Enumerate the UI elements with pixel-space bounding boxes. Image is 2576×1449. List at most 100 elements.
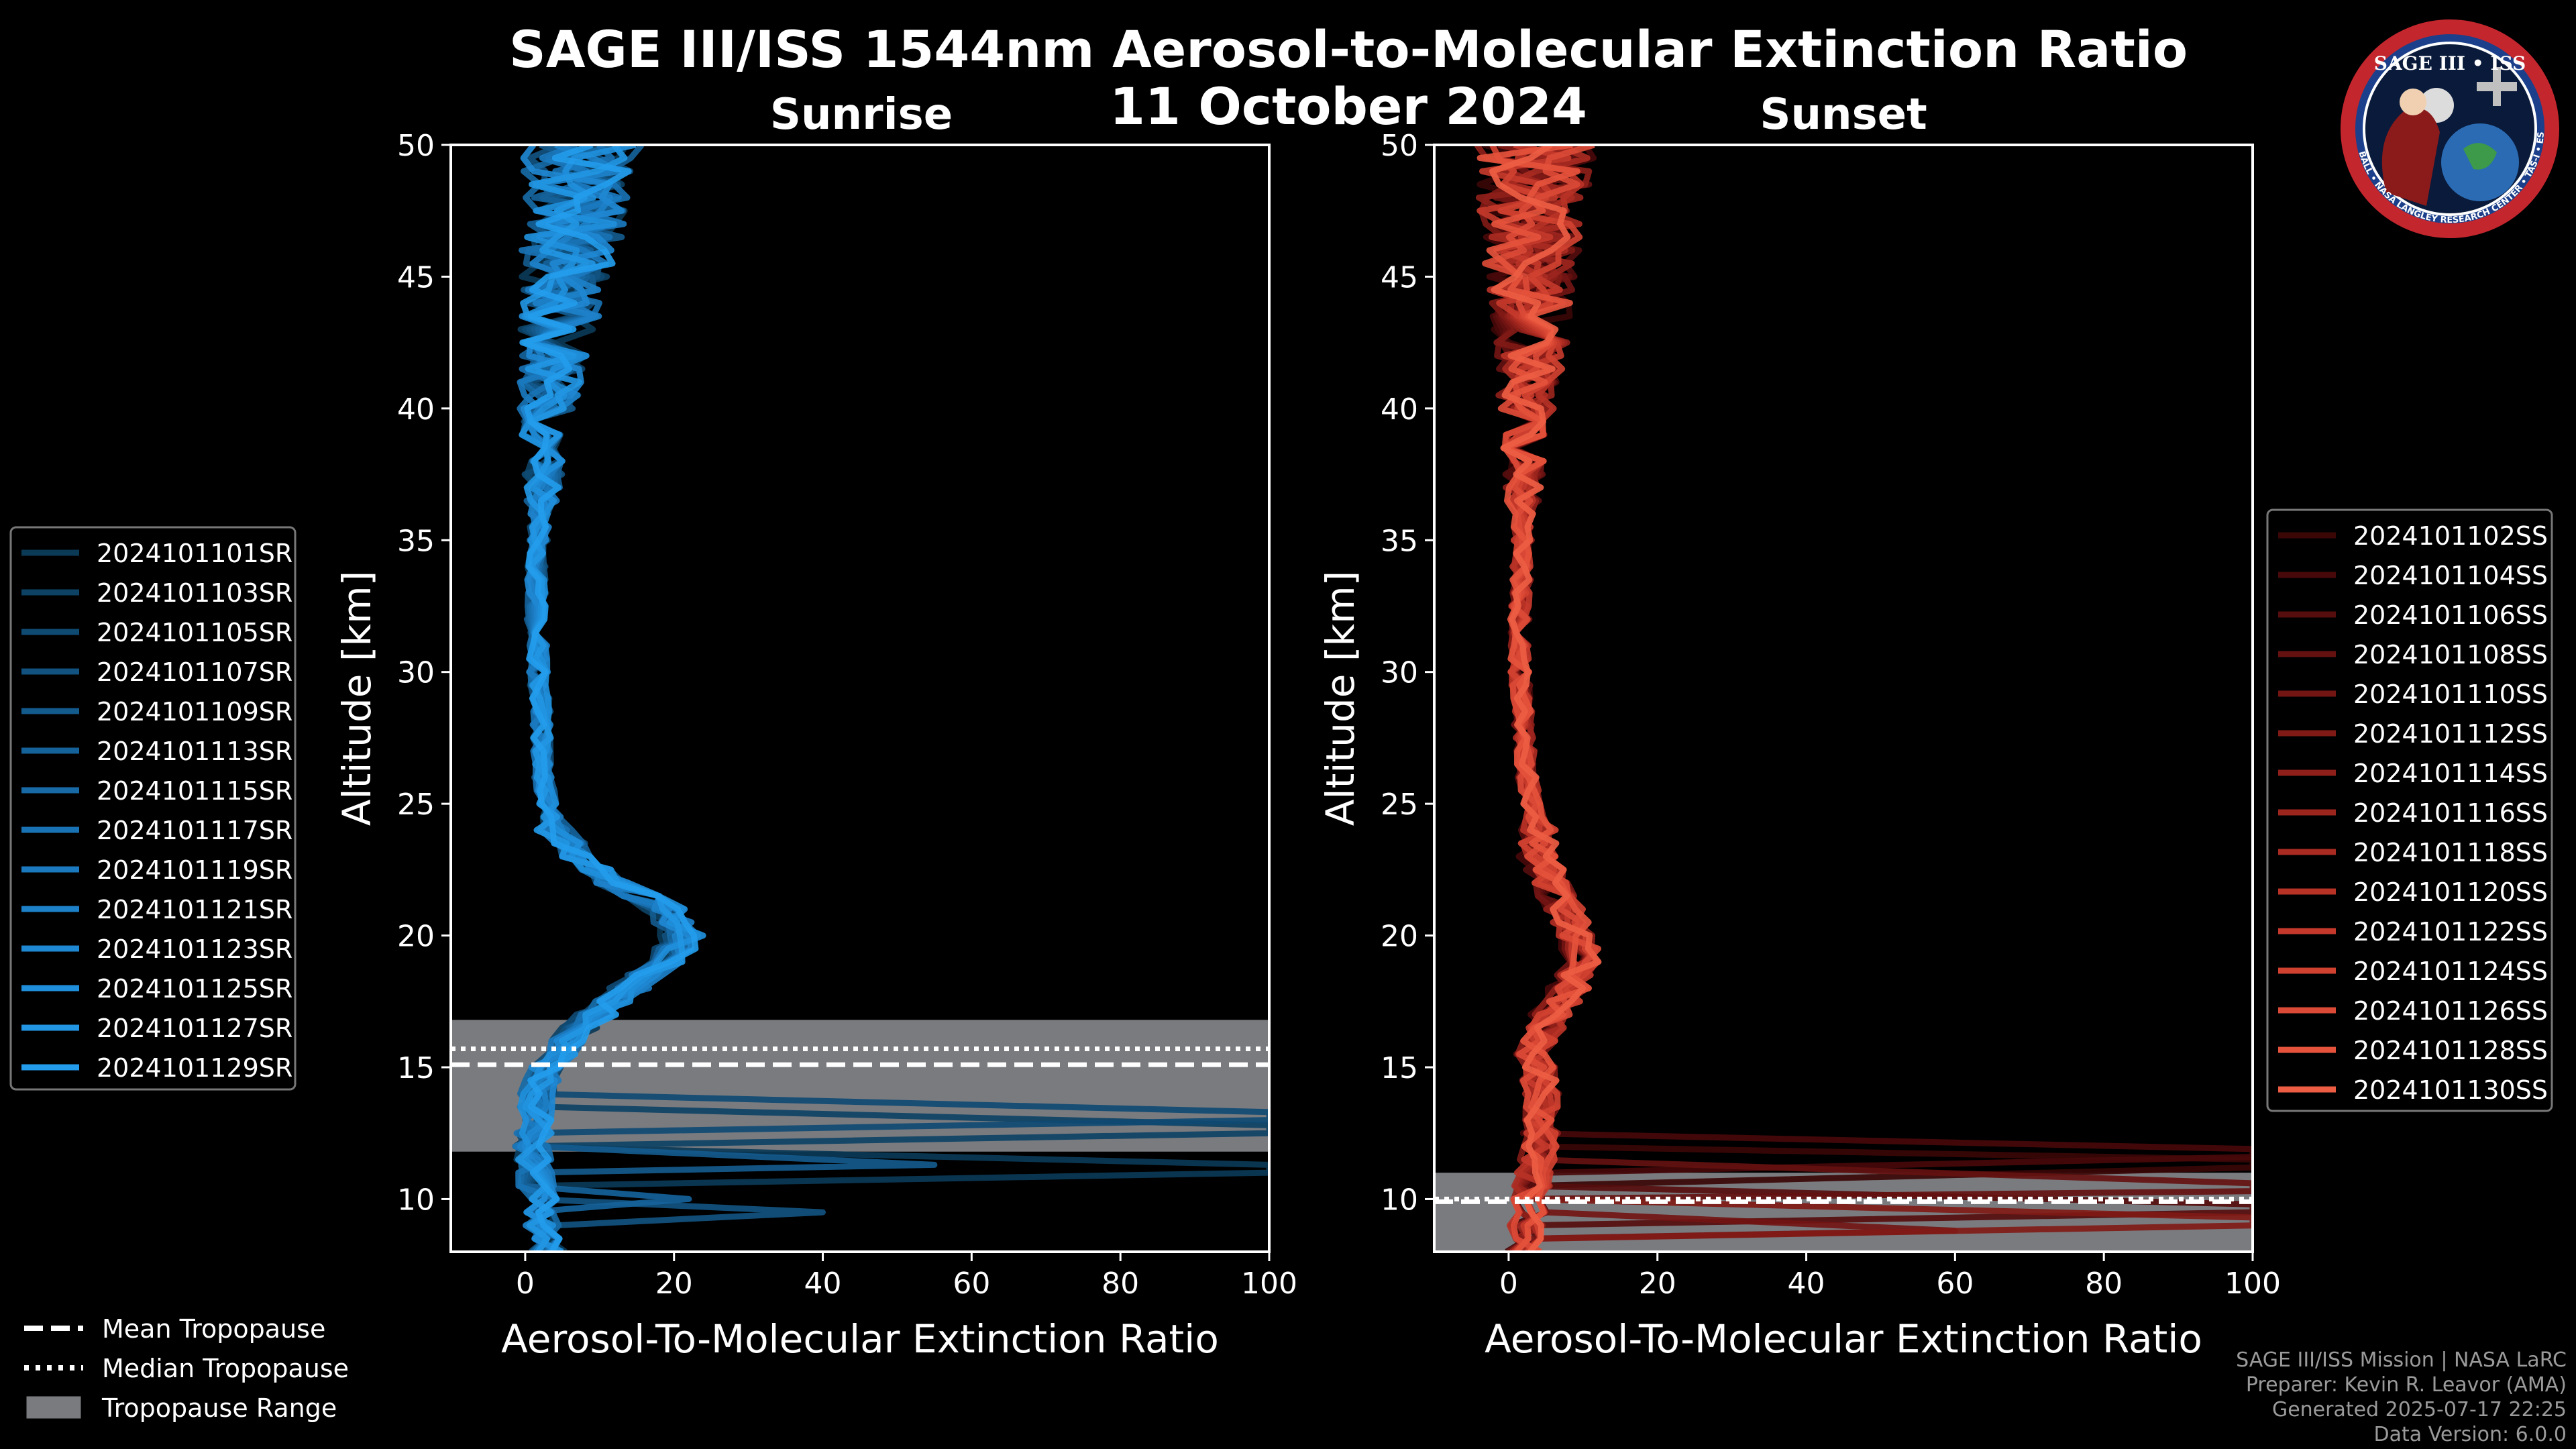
profile-lines: [1474, 145, 2253, 1252]
legend-entry: 2024101130SS: [2353, 1075, 2548, 1105]
y-tick-label: 20: [1381, 920, 1418, 954]
sunrise-panel: 0 20 40 60 80 100 10 15 20 25 30 35 40 45 50 Aerosol-To…: [334, 129, 1297, 1362]
legend-entry: 2024101120SS: [2353, 877, 2548, 907]
y-tick-label: 40: [1381, 392, 1418, 427]
y-tick-label: 15: [397, 1051, 435, 1085]
legend-entry: 2024101119SR: [97, 855, 292, 885]
legend-entry: 2024101121SR: [97, 895, 292, 924]
y-tick-label: 15: [1381, 1051, 1418, 1085]
legend-entry: 2024101128SS: [2353, 1036, 2548, 1065]
x-axis-label: Aerosol-To-Molecular Extinction Ratio: [1485, 1316, 2202, 1362]
series-line-2024101112SS: [1478, 145, 2253, 1252]
y-tick-label: 10: [397, 1183, 435, 1217]
sage-figure: [2381, 108, 2440, 207]
figure-title: SAGE III/ISS 1544nm Aerosol-to-Molecular…: [509, 19, 2188, 79]
station-truss: [2493, 67, 2501, 106]
legend-entry: 2024101118SS: [2353, 838, 2548, 867]
legend-entry: 2024101101SR: [97, 539, 292, 568]
legend-entry: 2024101115SR: [97, 776, 292, 806]
legend-entry: 2024101104SS: [2353, 561, 2548, 590]
y-tick-label: 40: [397, 392, 435, 427]
series-line-2024101106SS: [1492, 145, 2253, 1252]
legend-entry: 2024101107SR: [97, 657, 292, 687]
legend-entry: 2024101127SR: [97, 1014, 292, 1043]
y-axis-label: Altitude [km]: [334, 571, 380, 826]
series-line-2024101110SS: [1493, 145, 1958, 1252]
plot-frame: [449, 144, 1271, 1253]
y-tick-label: 45: [397, 260, 435, 294]
series-line-2024101129SR: [519, 145, 699, 1252]
legend-entry: 2024101122SS: [2353, 917, 2548, 947]
legend-entry: 2024101112SS: [2353, 719, 2548, 749]
x-tick-label: 60: [1936, 1267, 1974, 1301]
legend-entry: 2024101102SS: [2353, 521, 2548, 551]
legend-entry: 2024101108SS: [2353, 640, 2548, 669]
x-tick-label: 40: [804, 1267, 842, 1301]
series-line-2024101104SS: [1483, 145, 2253, 1252]
y-tick-label: 20: [397, 920, 435, 954]
x-tick-label: 0: [1499, 1267, 1518, 1301]
legend-entry: 2024101113SR: [97, 737, 292, 766]
panel-title-sunrise: Sunrise: [770, 90, 953, 140]
sunset-panel: 0 20 40 60 80 100 10 15 20 25 30 35 40 45 50 Aerosol-To…: [1318, 129, 2281, 1362]
legend-entry: 2024101106SS: [2353, 600, 2548, 630]
y-tick-label: 50: [397, 129, 435, 163]
legend-box: [2266, 508, 2553, 1112]
continent-shape: [2463, 143, 2497, 170]
x-tick-label: 80: [2085, 1267, 2123, 1301]
x-tick-label: 20: [655, 1267, 693, 1301]
y-tick-label: 35: [1381, 524, 1418, 558]
series-line-2024101108SS: [1489, 145, 2253, 1252]
legend-entry: 2024101117SR: [97, 816, 292, 845]
legend-patch: [26, 1396, 81, 1419]
credit-line: SAGE III/ISS Mission | NASA LaRC: [2236, 1348, 2567, 1372]
sage-iss-logo: SAGE III • ISS BALL • NASA LANGLEY RESEA…: [2341, 19, 2559, 238]
y-tick-label: 25: [397, 788, 435, 822]
legend-entry: 2024101114SS: [2353, 759, 2548, 788]
y-tick-label: 25: [1381, 788, 1418, 822]
legend-box: [9, 526, 297, 1091]
sunrise-legend: 2024101101SR 2024101103SR 2024101105SR 2024…: [9, 526, 297, 1091]
legend-entry: 2024101129SR: [97, 1053, 292, 1083]
y-tick-label: 10: [1381, 1183, 1418, 1217]
plot-frame: [1433, 144, 2254, 1253]
legend-entry: 2024101110SS: [2353, 680, 2548, 709]
y-tick-label: 30: [1381, 656, 1418, 690]
credit-line: Preparer: Kevin R. Leavor (AMA): [2246, 1373, 2567, 1397]
y-axis-label: Altitude [km]: [1318, 571, 1363, 826]
x-tick-label: 100: [2224, 1267, 2281, 1301]
profile-lines: [512, 145, 1269, 1252]
x-tick-label: 0: [516, 1267, 535, 1301]
tropopause-legend: Mean Tropopause Median Tropopause Tropopau…: [24, 1314, 349, 1423]
credit-line: Generated 2025-07-17 22:25: [2272, 1398, 2567, 1421]
x-tick-label: 20: [1639, 1267, 1676, 1301]
legend-entry: 2024101125SR: [97, 974, 292, 1004]
legend-entry: Tropopause Range: [101, 1393, 337, 1423]
figure-date: 11 October 2024: [1110, 76, 1587, 136]
x-tick-label: 40: [1788, 1267, 1825, 1301]
credits: SAGE III/ISS Mission | NASA LaRC Prepare…: [2236, 1348, 2567, 1446]
x-axis-label: Aerosol-To-Molecular Extinction Ratio: [501, 1316, 1219, 1362]
legend-entry: Median Tropopause: [102, 1354, 349, 1383]
legend-entry: 2024101123SR: [97, 934, 292, 964]
sunset-legend: 2024101102SS 2024101104SS 2024101106SS 2024…: [2266, 508, 2553, 1112]
panel-title-sunset: Sunset: [1760, 90, 1927, 140]
x-tick-label: 100: [1241, 1267, 1297, 1301]
y-tick-label: 30: [397, 656, 435, 690]
legend-entry: 2024101116SS: [2353, 798, 2548, 828]
legend-entry: 2024101124SS: [2353, 957, 2548, 986]
y-tick-label: 45: [1381, 260, 1418, 294]
legend-entry: 2024101126SS: [2353, 996, 2548, 1026]
credit-line: Data Version: 6.0.0: [2374, 1423, 2567, 1446]
legend-entry: Mean Tropopause: [102, 1314, 325, 1344]
legend-entry: 2024101105SR: [97, 618, 292, 647]
y-tick-label: 35: [397, 524, 435, 558]
series-line-2024101102SS: [1477, 145, 2253, 1252]
legend-entry: 2024101109SR: [97, 697, 292, 727]
legend-entry: 2024101103SR: [97, 578, 292, 608]
sage-head: [2400, 89, 2426, 115]
series-line-2024101130SS: [1489, 145, 1602, 1252]
x-tick-label: 80: [1102, 1267, 1139, 1301]
x-tick-label: 60: [953, 1267, 990, 1301]
